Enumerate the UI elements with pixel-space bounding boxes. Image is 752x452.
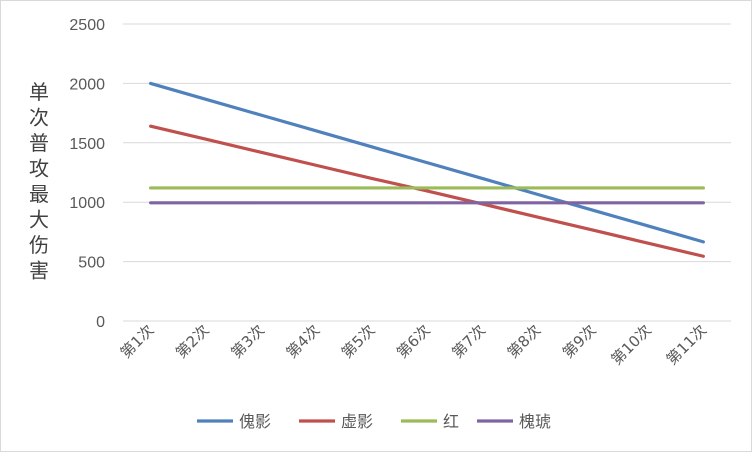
x-tick-label: 第10次 (607, 321, 654, 368)
y-tick-label: 0 (96, 314, 105, 331)
series-lines (149, 81, 705, 258)
y-axis-label: 单次普攻最大伤害 (29, 80, 49, 283)
legend-label: 傀影 (239, 412, 271, 431)
x-tick-label: 第6次 (393, 321, 434, 362)
x-tick-label: 第4次 (283, 321, 324, 362)
y-tick-label: 2000 (69, 76, 105, 93)
y-tick-label: 1500 (69, 136, 105, 153)
series-line (149, 81, 705, 244)
y-tick-label: 2500 (69, 17, 105, 34)
y-tick-label: 1000 (69, 195, 105, 212)
x-tick-label: 第2次 (172, 321, 213, 362)
x-axis-ticks: 第1次 第2次 第3次 第4次 第5次 第6次 第7次 第8次 第9次 第10次 第11次 (117, 321, 710, 368)
x-tick-label: 第7次 (448, 321, 489, 362)
legend-label: 虚影 (341, 412, 373, 431)
series-line (149, 124, 705, 258)
x-tick-label: 第8次 (504, 321, 545, 362)
legend: 傀影 虚影 红 槐琥 (197, 412, 551, 431)
y-axis-ticks: 0 500 1000 1500 2000 2500 (69, 17, 105, 331)
y-tick-label: 500 (78, 255, 105, 272)
legend-label: 槐琥 (519, 412, 551, 431)
x-tick-label: 第11次 (663, 321, 710, 368)
x-tick-label: 第1次 (117, 321, 158, 362)
gridlines (123, 23, 731, 322)
x-tick-label: 第9次 (559, 321, 600, 362)
legend-label: 红 (443, 412, 459, 431)
x-tick-label: 第5次 (338, 321, 379, 362)
x-tick-label: 第3次 (227, 321, 268, 362)
